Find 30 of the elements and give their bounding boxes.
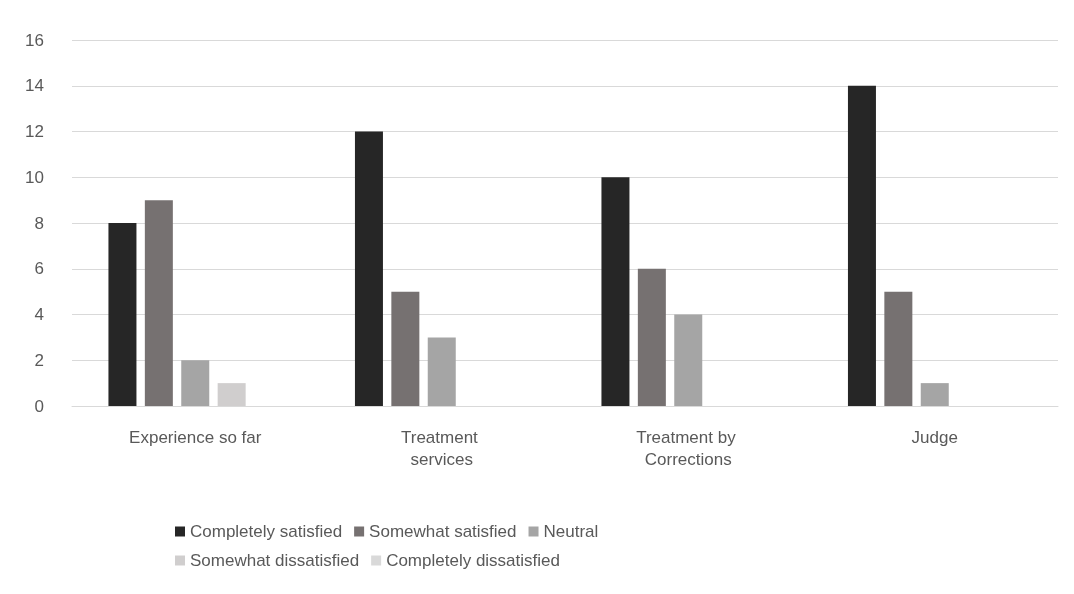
bar xyxy=(354,131,383,406)
legend-label: Somewhat dissatisfied xyxy=(190,551,360,570)
bar xyxy=(181,360,210,406)
bar xyxy=(601,177,630,406)
bar xyxy=(847,85,876,406)
y-tick-label: 10 xyxy=(25,167,44,187)
y-tick-label: 12 xyxy=(25,122,44,141)
y-tick-label: 4 xyxy=(34,305,44,324)
bar xyxy=(108,223,137,406)
y-tick-label: 14 xyxy=(25,76,44,96)
y-tick-label: 8 xyxy=(34,213,44,233)
bar xyxy=(637,268,666,406)
x-tick-label: Treatment by Corrections xyxy=(636,427,741,469)
bar xyxy=(391,291,420,406)
legend-label: Somewhat satisfied xyxy=(369,522,517,541)
legend-label: Completely satisfied xyxy=(190,522,343,541)
x-tick-label: Treatment services xyxy=(400,427,483,469)
bar xyxy=(144,200,173,406)
y-tick-label: 6 xyxy=(34,259,44,279)
y-tick-label: 16 xyxy=(25,30,44,50)
bar xyxy=(427,337,456,406)
x-tick-label: Experience so far xyxy=(129,427,262,447)
bar xyxy=(884,291,913,406)
legend-label: Completely dissatisfied xyxy=(386,551,560,570)
legend-label: Neutral xyxy=(543,522,599,541)
bar xyxy=(920,383,949,406)
x-tick-label: Judge xyxy=(911,427,958,447)
bar xyxy=(674,314,703,406)
y-tick-label: 0 xyxy=(34,396,44,416)
y-tick-label: 2 xyxy=(34,350,44,370)
